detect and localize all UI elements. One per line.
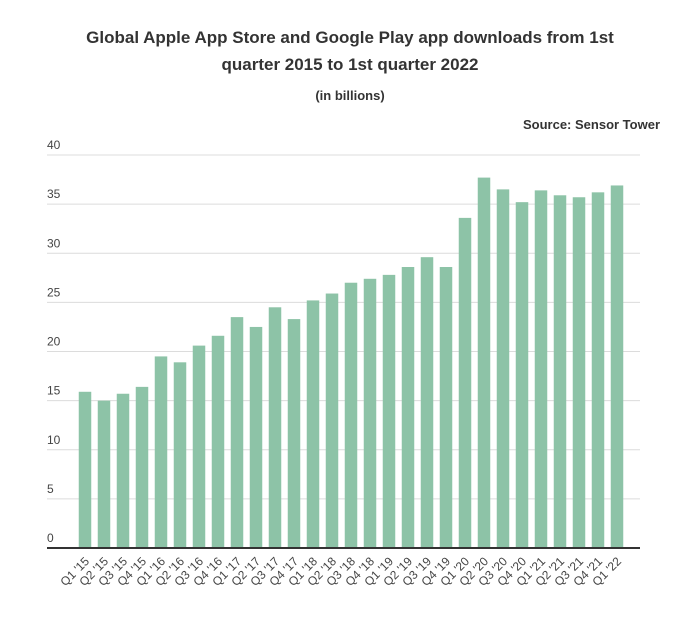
y-tick-label: 20 (47, 335, 61, 349)
bar (116, 393, 130, 548)
y-tick-label: 25 (47, 285, 61, 299)
bar (477, 177, 491, 548)
bar (363, 278, 377, 548)
y-tick-label: 30 (47, 236, 61, 250)
bar (344, 282, 358, 548)
y-tick-label: 5 (47, 482, 54, 496)
bar (515, 202, 529, 548)
bar (306, 300, 320, 548)
bar (154, 356, 168, 548)
bar (249, 326, 263, 548)
bar (211, 335, 225, 548)
bar (287, 319, 301, 548)
bar (572, 197, 586, 548)
y-tick-label: 15 (47, 384, 61, 398)
bar (496, 189, 510, 548)
chart-title: Global Apple App Store and Google Play a… (86, 28, 614, 74)
y-tick-label: 35 (47, 187, 61, 201)
bar (534, 190, 548, 548)
bar (78, 391, 92, 548)
chart-source: Source: Sensor Tower (522, 117, 660, 132)
bar (591, 192, 605, 548)
bar (553, 195, 567, 548)
bar (610, 185, 624, 548)
bar (135, 386, 149, 548)
bar (325, 293, 339, 548)
bar (382, 274, 396, 548)
bar (97, 400, 111, 548)
bar (192, 345, 206, 548)
y-tick-label: 0 (47, 531, 54, 545)
chart-subtitle: (in billions) (315, 88, 385, 103)
bar (420, 257, 434, 548)
bar (173, 362, 187, 548)
bar (401, 267, 415, 548)
y-tick-label: 10 (47, 433, 61, 447)
y-tick-label: 40 (47, 138, 61, 152)
bar (458, 217, 472, 548)
bar (230, 317, 244, 548)
bar (268, 307, 282, 548)
bar (439, 267, 453, 548)
